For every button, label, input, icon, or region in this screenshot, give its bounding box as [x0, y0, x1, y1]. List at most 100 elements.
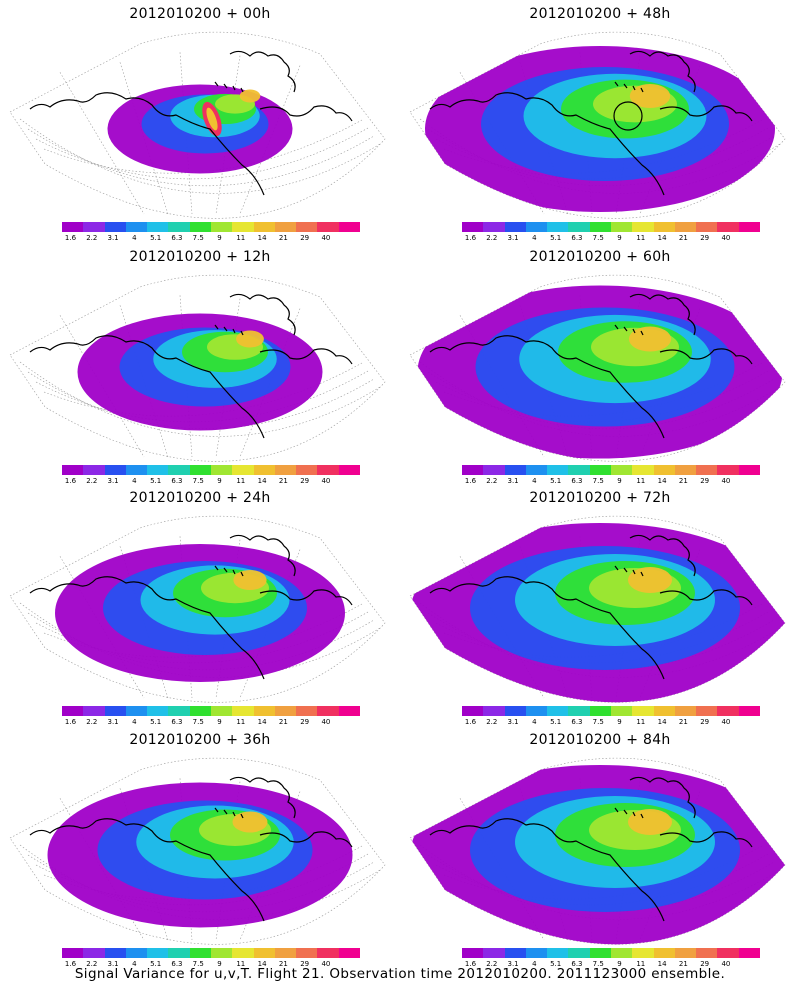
colorbar	[462, 706, 760, 716]
map-panel-7: 2012010200 + 84h 1.6 2.2 3.1 4 5.1 6.3 7.5 9 11 14…	[400, 726, 800, 971]
colorbar-swatch	[125, 465, 148, 475]
colorbar-swatch	[189, 222, 211, 232]
colorbar-tick-label: 1.6	[64, 718, 77, 726]
coastline-outlines	[29, 293, 353, 439]
panel-title: 2012010200 + 36h	[129, 732, 271, 748]
panel-title: 2012010200 + 12h	[129, 249, 271, 265]
map-panel-0: 2012010200 + 00h 1.6 2.2 3.1 4 5.1 6.3 7.5 9 11 14…	[0, 0, 400, 245]
colorbar-swatch	[62, 706, 84, 716]
colorbar-tick-label: 6.3	[571, 960, 583, 968]
colorbar-swatch	[253, 948, 275, 958]
colorbar-tick-label: 29	[300, 234, 310, 242]
colorbar-swatch	[210, 222, 233, 232]
colorbar-swatch	[147, 465, 169, 475]
colorbar-swatch	[568, 948, 590, 958]
colorbar-swatch	[568, 465, 590, 475]
colorbar-tick-label: 1.6	[64, 477, 77, 485]
map-panel-6: 2012010200 + 36h 1.6 2.2 3.1 4 5.1 6.3 7.5 9 11 14…	[0, 726, 400, 971]
colorbar-swatch	[168, 222, 190, 232]
colorbar-swatch	[568, 222, 590, 232]
map-panel-1: 2012010200 + 48h 1.6 2.2 3.1 4 5.1 6.3 7.5 9 11 14…	[400, 0, 800, 245]
colorbar-tick-labels: 1.6 2.2 3.1 4 5.1 6.3 7.5 9 11 14 21 29 40	[452, 477, 772, 487]
colorbar-swatch	[632, 948, 654, 958]
colorbar-swatch	[547, 222, 569, 232]
colorbar-tick-label: 5.1	[550, 718, 562, 726]
colorbar	[462, 465, 760, 475]
colorbar-tick-label: 4	[132, 718, 137, 726]
colorbar-swatch	[696, 948, 718, 958]
colorbar-tick-label: 9	[617, 477, 622, 485]
colorbar-tick-label: 29	[700, 234, 710, 242]
colorbar-tick-label: 1.6	[64, 960, 77, 968]
polar-projection-map	[409, 31, 786, 219]
colorbar-tick-labels: 1.6 2.2 3.1 4 5.1 6.3 7.5 9 11 14 21 29 40	[52, 960, 372, 970]
colorbar-swatch	[483, 948, 505, 958]
colorbar-swatch	[504, 948, 526, 958]
colorbar-swatch	[589, 948, 611, 958]
colorbar-swatch	[674, 706, 697, 716]
colorbar-swatch	[168, 948, 190, 958]
colorbar-swatch	[296, 706, 318, 716]
coastline-outlines	[29, 50, 353, 196]
colorbar-tick-label: 29	[700, 960, 710, 968]
colorbar-swatch	[717, 222, 739, 232]
colorbar-swatch	[274, 706, 297, 716]
colorbar-tick-label: 7.5	[592, 718, 604, 726]
colorbar-tick-labels: 1.6 2.2 3.1 4 5.1 6.3 7.5 9 11 14 21 29 40	[452, 234, 772, 244]
colorbar-swatch	[547, 948, 569, 958]
colorbar-swatch	[610, 706, 633, 716]
colorbar-tick-label: 3.1	[107, 960, 119, 968]
colorbar-swatch	[632, 222, 654, 232]
colorbar-swatch	[696, 465, 718, 475]
colorbar-swatch	[168, 706, 190, 716]
colorbar-tick-label: 29	[700, 477, 710, 485]
colorbar-swatch	[653, 706, 675, 716]
colorbar-tick-label: 5.1	[150, 718, 162, 726]
colorbar-tick-label: 7.5	[592, 477, 604, 485]
colorbar-tick-label: 29	[300, 960, 310, 968]
colorbar-tick-label: 3.1	[107, 234, 119, 242]
variance-field	[425, 46, 775, 212]
colorbar-swatch	[674, 948, 697, 958]
colorbar-tick-label: 9	[617, 960, 622, 968]
colorbar-swatch	[525, 948, 548, 958]
colorbar-tick-label: 5.1	[550, 477, 562, 485]
panel-title: 2012010200 + 72h	[529, 490, 671, 506]
colorbar-tick-label: 40	[321, 234, 331, 242]
colorbar-tick-label: 4	[532, 477, 537, 485]
colorbar-swatch	[696, 706, 718, 716]
colorbar-swatch	[317, 222, 339, 232]
colorbar-tick-label: 21	[678, 477, 688, 485]
colorbar-swatch	[125, 706, 148, 716]
colorbar-tick-label: 14	[657, 234, 667, 242]
colorbar-swatch	[62, 948, 84, 958]
colorbar-tick-label: 3.1	[107, 477, 119, 485]
colorbar-tick-label: 9	[617, 718, 622, 726]
colorbar-swatch	[674, 465, 697, 475]
colorbar-tick-label: 3.1	[507, 477, 519, 485]
colorbar-swatch	[83, 948, 105, 958]
colorbar-swatch	[610, 465, 633, 475]
colorbar-swatch	[525, 465, 548, 475]
colorbar-swatch	[232, 948, 254, 958]
colorbar-tick-label: 40	[321, 477, 331, 485]
colorbar-tick-label: 21	[278, 960, 288, 968]
colorbar	[462, 222, 760, 232]
colorbar-swatch	[168, 465, 190, 475]
polar-projection-map	[409, 757, 786, 945]
colorbar-tick-label: 14	[257, 477, 267, 485]
colorbar-tick-label: 2.2	[486, 234, 498, 242]
colorbar-swatch	[738, 465, 760, 475]
colorbar-swatch	[83, 465, 105, 475]
variance-field	[417, 285, 783, 459]
colorbar-swatch	[83, 222, 105, 232]
map-panel-5: 2012010200 + 72h 1.6 2.2 3.1 4 5.1 6.3 7.5 9 11 14…	[400, 484, 800, 729]
polar-projection-map	[9, 31, 386, 219]
colorbar-tick-label: 2.2	[86, 960, 98, 968]
colorbar-tick-label: 1.6	[464, 477, 477, 485]
colorbar-tick-label: 9	[617, 234, 622, 242]
colorbar-swatch	[104, 222, 126, 232]
colorbar-swatch	[189, 948, 211, 958]
colorbar-swatch	[338, 465, 360, 475]
colorbar-tick-label: 7.5	[592, 960, 604, 968]
